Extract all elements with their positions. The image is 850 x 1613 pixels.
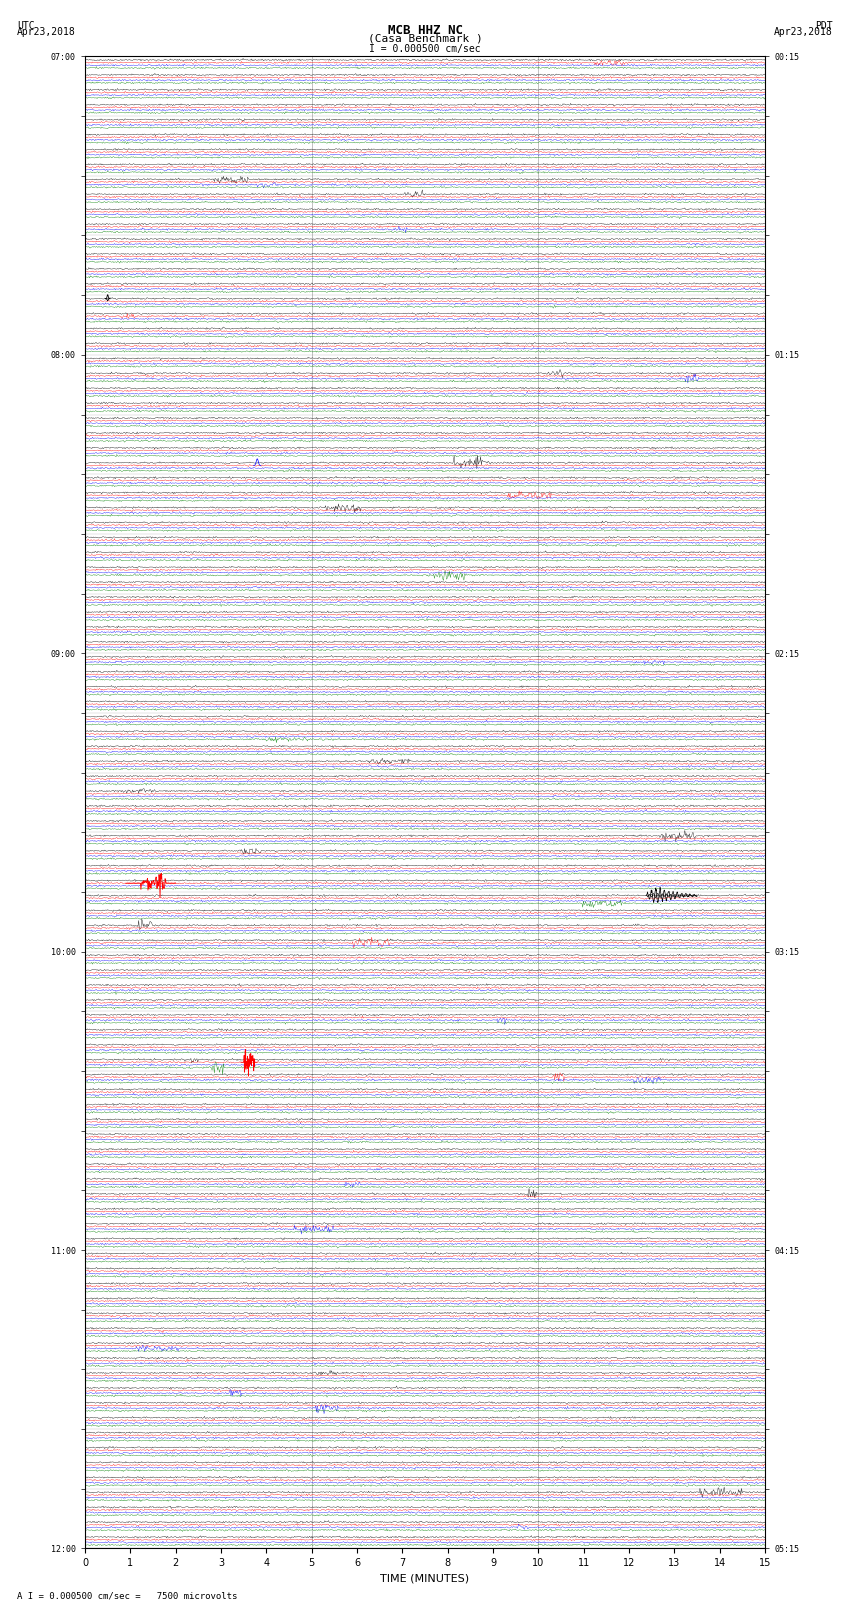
Text: (Casa Benchmark ): (Casa Benchmark )	[367, 34, 483, 44]
Text: Apr23,2018: Apr23,2018	[17, 27, 76, 37]
Text: MCB HHZ NC: MCB HHZ NC	[388, 24, 462, 37]
Text: A I = 0.000500 cm/sec =   7500 microvolts: A I = 0.000500 cm/sec = 7500 microvolts	[17, 1590, 237, 1600]
Text: I = 0.000500 cm/sec: I = 0.000500 cm/sec	[369, 44, 481, 53]
Text: Apr23,2018: Apr23,2018	[774, 27, 833, 37]
Text: UTC: UTC	[17, 21, 35, 31]
X-axis label: TIME (MINUTES): TIME (MINUTES)	[381, 1574, 469, 1584]
Text: PDT: PDT	[815, 21, 833, 31]
